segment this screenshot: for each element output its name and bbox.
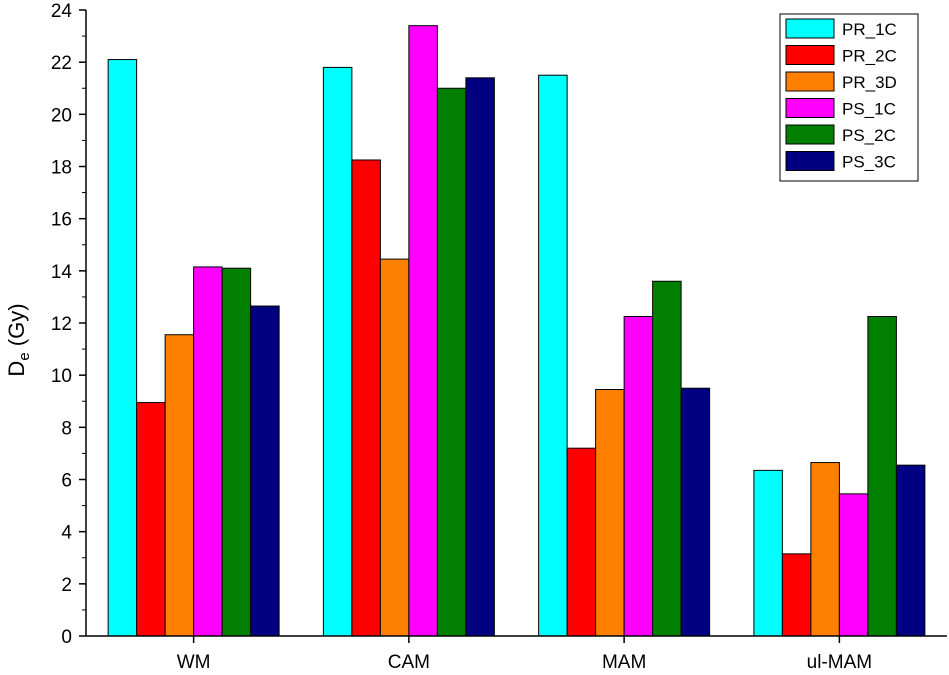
y-tick-label: 12	[51, 314, 72, 335]
y-tick-label: 10	[51, 366, 72, 387]
y-tick-label: 22	[51, 53, 72, 74]
y-axis-title-suffix: (Gy)	[4, 303, 29, 352]
legend: PR_1C PR_2C PR_3D PS_1C PS_2C PS_3C	[779, 13, 919, 182]
legend-swatch-PS_1C	[785, 98, 835, 118]
bar-PR_3D-CAM	[379, 258, 410, 637]
y-axis-title: De (Gy)	[4, 303, 33, 376]
x-axis-ticks: WM CAM MAM ul-MAM	[177, 636, 872, 673]
bar-PS_2C-CAM	[436, 87, 467, 637]
legend-swatch-PR_1C	[785, 18, 835, 39]
bar-PS_3C-WM	[250, 305, 280, 637]
legend-label-PR_3D: PR_3D	[842, 73, 897, 92]
x-tick-label: CAM	[388, 652, 430, 673]
bar-PR_2C-MAM	[566, 447, 597, 637]
y-tick-label: 6	[61, 471, 72, 492]
bars-layer	[107, 25, 926, 637]
y-axis-title-main: D	[4, 361, 29, 377]
bar-PR_3D-ul-MAM	[810, 462, 840, 637]
bar-PR_2C-ul-MAM	[781, 553, 812, 637]
y-tick-label: 14	[51, 262, 73, 283]
bar-PR_2C-WM	[136, 402, 166, 637]
bar-PS_2C-ul-MAM	[867, 315, 897, 637]
y-tick-label: 0	[61, 627, 72, 648]
y-tick-label: 24	[51, 1, 73, 22]
y-tick-label: 16	[51, 210, 72, 231]
bar-PS_2C-WM	[221, 267, 252, 637]
bar-PR_1C-ul-MAM	[753, 469, 783, 637]
x-tick-label: MAM	[602, 652, 646, 673]
legend-swatch-PS_3C	[785, 151, 835, 171]
bar-PS_1C-ul-MAM	[838, 493, 869, 637]
bar-PS_1C-WM	[193, 266, 223, 637]
bar-PR_1C-WM	[107, 59, 138, 637]
legend-swatch-PS_2C	[785, 124, 835, 145]
bar-PS_2C-MAM	[652, 280, 682, 637]
bar-PR_2C-CAM	[351, 159, 381, 637]
bar-PR_3D-WM	[164, 334, 195, 637]
bar-PS_3C-ul-MAM	[895, 464, 926, 637]
bar-PR_1C-MAM	[538, 74, 568, 637]
legend-label-PS_2C: PS_2C	[842, 126, 896, 145]
x-tick-label: ul-MAM	[807, 652, 872, 673]
y-tick-label: 8	[61, 418, 72, 439]
y-tick-label: 2	[61, 575, 72, 596]
bar-PS_1C-MAM	[623, 315, 654, 637]
bar-PR_1C-CAM	[322, 66, 353, 637]
legend-swatch-PR_3D	[785, 71, 835, 92]
legend-label-PR_1C: PR_1C	[842, 20, 897, 39]
bar-PS_3C-CAM	[465, 77, 495, 637]
y-tick-label: 18	[51, 158, 72, 179]
legend-label-PS_1C: PS_1C	[842, 100, 896, 119]
bar-PS_3C-MAM	[680, 387, 711, 637]
y-tick-label: 20	[51, 105, 72, 126]
bar-PR_3D-MAM	[595, 389, 625, 637]
x-tick-label: WM	[177, 652, 211, 673]
legend-swatch-PR_2C	[785, 45, 835, 65]
y-axis-title-subscript: e	[16, 352, 33, 360]
y-tick-label: 4	[61, 523, 72, 544]
legend-label-PS_3C: PS_3C	[842, 153, 896, 172]
bar-PS_1C-CAM	[408, 25, 438, 637]
legend-label-PR_2C: PR_2C	[842, 47, 897, 66]
